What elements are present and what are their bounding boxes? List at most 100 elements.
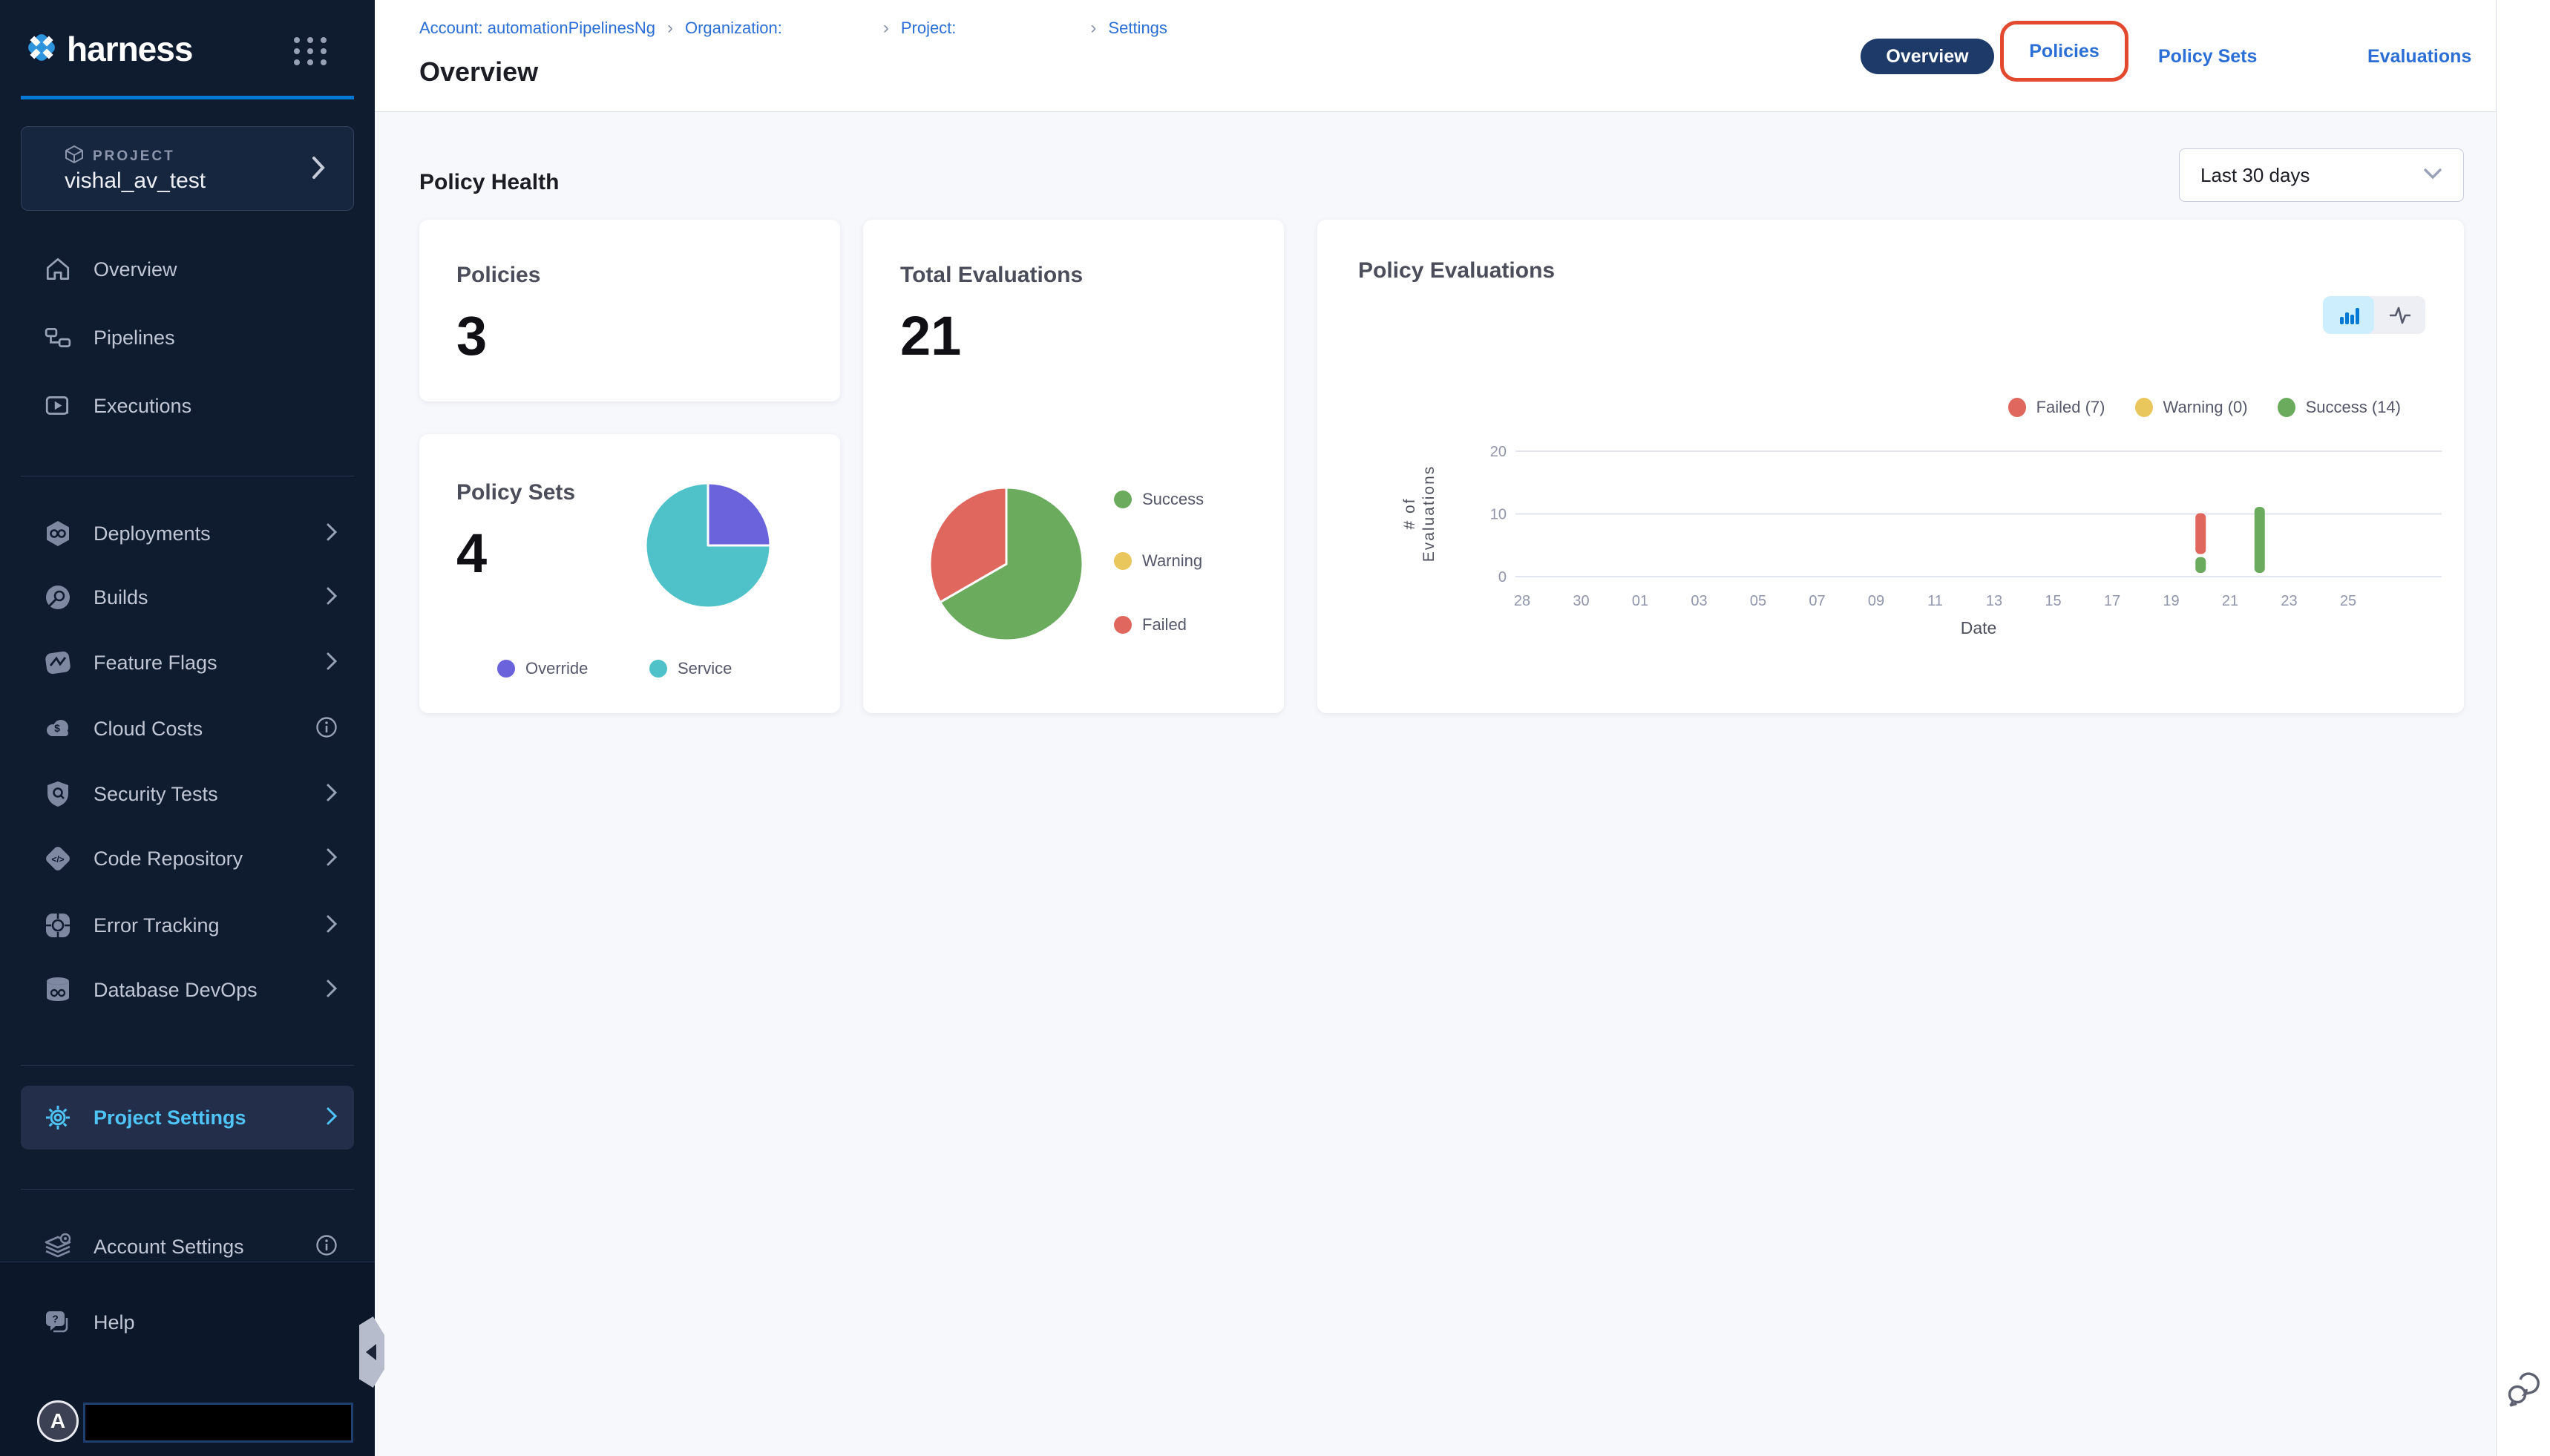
sidebar-item-label: Deployments: [94, 522, 211, 545]
policy-evaluations-card: Policy Evaluations Failed (7) Warning (0…: [1317, 220, 2464, 713]
svg-text:30: 30: [1573, 593, 1589, 609]
line-chart-toggle-button[interactable]: [2374, 296, 2425, 334]
sidebar-item-pipelines[interactable]: Pipelines: [21, 314, 354, 361]
legend-item-failed: Failed (7): [2007, 398, 2105, 417]
legend-item-failed: Failed: [1114, 615, 1187, 634]
tab-policies[interactable]: Policies: [2029, 40, 2100, 62]
account-settings-icon: [43, 1232, 73, 1262]
chevron-right-icon: [326, 522, 338, 545]
sidebar-item-account-settings[interactable]: Account Settings: [21, 1223, 354, 1270]
svg-text:09: 09: [1868, 593, 1884, 609]
sidebar-item-help[interactable]: ? Help: [21, 1299, 354, 1346]
evaluations-bar-chart: 0 10 20 28 30 01 03 05 07 09 11 13 15 17 19 21 23 25 Date #…: [1401, 444, 2442, 637]
legend-label: Failed: [1142, 615, 1187, 634]
bar-chart-legend: Failed (7) Warning (0) Success (14): [2007, 398, 2401, 417]
policies-count: 3: [456, 305, 488, 367]
section-title: Policy Health: [419, 170, 560, 194]
sidebar-collapse-handle[interactable]: [359, 1316, 384, 1388]
svg-text:21: 21: [2222, 593, 2238, 609]
chevron-down-icon: [2423, 168, 2442, 183]
legend-label: Success: [1142, 490, 1204, 508]
breadcrumb-organization[interactable]: Organization:: [684, 19, 782, 37]
svg-text:$: $: [54, 722, 60, 734]
sidebar-item-security-tests[interactable]: Security Tests: [21, 770, 354, 818]
cloud-costs-icon: $: [43, 714, 73, 744]
help-chat-icon: ?: [43, 1308, 73, 1337]
code-glyph: </>: [51, 854, 64, 865]
svg-text:03: 03: [1691, 593, 1707, 609]
tab-evaluations[interactable]: Evaluations: [2367, 45, 2472, 67]
chevron-right-icon: [326, 979, 338, 1002]
breadcrumb-separator: ›: [882, 18, 889, 38]
tab-overview[interactable]: Overview: [1861, 39, 1994, 74]
redacted-username: [83, 1403, 353, 1443]
sidebar-item-label: Security Tests: [94, 782, 218, 805]
svg-text:28: 28: [1514, 593, 1530, 609]
failed-legend-dot: [2007, 398, 2026, 417]
sidebar-item-overview[interactable]: Overview: [21, 246, 354, 293]
legend-label: Warning: [1142, 551, 1203, 570]
sidebar-item-error-tracking[interactable]: Error Tracking: [21, 902, 354, 949]
sidebar-item-label: Error Tracking: [94, 914, 220, 937]
legend-label: Override: [525, 659, 589, 678]
bar-chart-toggle-button[interactable]: [2323, 296, 2374, 334]
policy-evaluations-label: Policy Evaluations: [1358, 258, 1556, 283]
chevron-right-icon: [326, 1106, 338, 1129]
failed-legend-dot: [1114, 616, 1132, 634]
breadcrumb-separator: ›: [666, 18, 673, 38]
breadcrumb-separator: ›: [1090, 18, 1097, 38]
page-header: Account: automationPipelinesNg › Organiz…: [375, 0, 2496, 112]
project-kicker-label: PROJECT: [93, 148, 175, 164]
sidebar-accent-divider: [21, 96, 354, 99]
main-content: Policy Health Last 30 days Policies 3 To…: [375, 112, 2496, 1456]
policy-sets-pie-chart: [644, 482, 772, 609]
legend-item-warning: Warning (0): [2134, 398, 2248, 417]
legend-label: Warning (0): [2163, 398, 2248, 416]
right-rail: [2496, 0, 2550, 1456]
sidebar-item-label: Overview: [94, 258, 177, 281]
question-glyph: ?: [52, 1313, 59, 1325]
project-selector[interactable]: PROJECT vishal_av_test: [21, 126, 354, 211]
info-icon: [315, 1234, 338, 1260]
brand-logo[interactable]: harness: [22, 30, 193, 68]
override-legend-dot: [497, 660, 515, 678]
date-range-select[interactable]: Last 30 days: [2179, 148, 2464, 202]
evaluations-pie-chart: [928, 486, 1084, 642]
svg-text:13: 13: [1986, 593, 2002, 609]
legend-label: Success (14): [2305, 398, 2401, 416]
warning-legend-dot: [1114, 552, 1132, 570]
breadcrumb: Account: automationPipelinesNg › Organiz…: [419, 18, 1167, 39]
sidebar-item-code-repository[interactable]: </> Code Repository: [21, 835, 354, 882]
tab-policy-sets[interactable]: Policy Sets: [2158, 45, 2258, 67]
support-chat-icon[interactable]: [2505, 1369, 2544, 1411]
sidebar-item-project-settings[interactable]: Project Settings: [21, 1086, 354, 1150]
info-icon: [315, 716, 338, 742]
sidebar-item-executions[interactable]: Executions: [21, 382, 354, 430]
breadcrumb-settings[interactable]: Settings: [1108, 19, 1167, 37]
legend-label: Failed (7): [2036, 398, 2105, 416]
sidebar-item-deployments[interactable]: Deployments: [21, 510, 354, 557]
svg-text:0: 0: [1498, 569, 1507, 586]
legend-label: Service: [678, 659, 732, 678]
sidebar-item-database-devops[interactable]: Database DevOps: [21, 966, 354, 1014]
sidebar-item-label: Pipelines: [94, 326, 175, 349]
chevron-right-icon: [326, 586, 338, 609]
svg-text:01: 01: [1632, 593, 1648, 609]
policies-card: Policies 3: [419, 220, 840, 401]
pipelines-icon: [43, 323, 73, 352]
breadcrumb-account[interactable]: Account: automationPipelinesNg: [419, 19, 655, 37]
sidebar-item-builds[interactable]: Builds: [21, 574, 354, 621]
svg-text:05: 05: [1750, 593, 1766, 609]
chevron-right-icon: [326, 914, 338, 937]
module-grid-icon[interactable]: [292, 36, 329, 67]
total-evaluations-card: Total Evaluations 21 Success Warning Fai…: [863, 220, 1284, 713]
user-avatar[interactable]: A: [37, 1400, 79, 1442]
sidebar-item-feature-flags[interactable]: Feature Flags: [21, 639, 354, 686]
success-legend-dot: [2277, 398, 2295, 417]
breadcrumb-project[interactable]: Project:: [900, 19, 957, 37]
governance-tabs: Overview Policies Policy Sets Evaluation…: [375, 0, 2496, 112]
svg-text:Date: Date: [1961, 618, 1997, 637]
sidebar-item-cloud-costs[interactable]: $ Cloud Costs: [21, 705, 354, 752]
gear-icon: [43, 1103, 73, 1132]
